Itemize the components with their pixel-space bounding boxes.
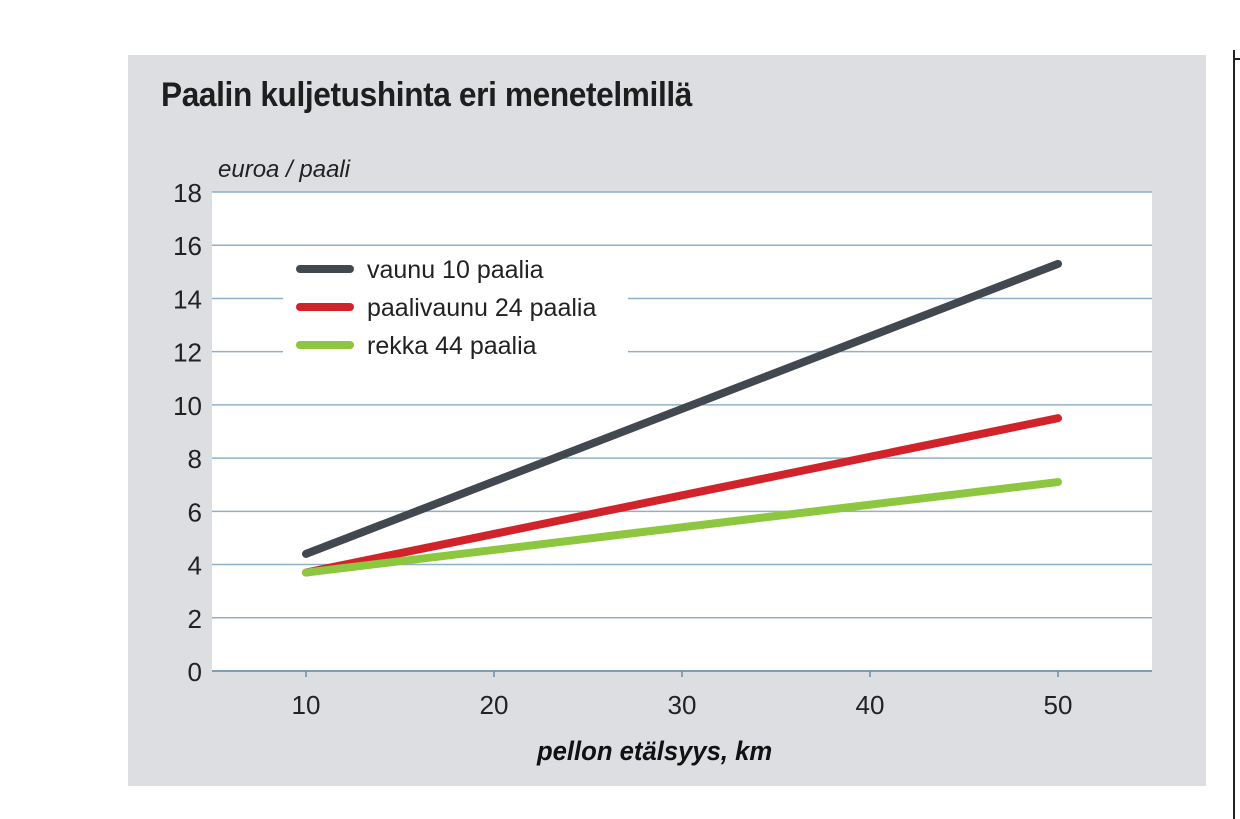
y-tick-label: 14 — [173, 284, 202, 314]
x-axis-label: pellon etälsyys, km — [537, 736, 773, 766]
y-tick-label: 12 — [173, 338, 202, 368]
series-line-3 — [302, 478, 1062, 577]
y-tick-label: 18 — [173, 178, 202, 208]
page-border-line — [1233, 50, 1235, 819]
series-line-2 — [302, 414, 1062, 577]
x-tick-label: 50 — [1044, 690, 1073, 720]
y-tick-label: 6 — [188, 497, 202, 527]
y-tick-label: 8 — [188, 444, 202, 474]
series-line-1 — [302, 259, 1062, 558]
y-axis-label: euroa / paali — [218, 156, 351, 183]
legend-label-1: vaunu 10 paalia — [367, 256, 544, 284]
y-tick-label: 16 — [173, 231, 202, 261]
y-tick-label: 10 — [173, 391, 202, 421]
chart-title: Paalin kuljetushinta eri menetelmillä — [161, 76, 692, 114]
x-tick-label: 30 — [668, 690, 697, 720]
y-tick-label: 4 — [188, 551, 202, 581]
page-border-tick — [1233, 58, 1240, 60]
x-tick-label: 20 — [480, 690, 509, 720]
x-tick-label: 10 — [292, 690, 321, 720]
y-tick-label: 2 — [188, 604, 202, 634]
legend-label-2: paalivaunu 24 paalia — [367, 294, 596, 322]
y-tick-label: 0 — [188, 657, 202, 687]
x-tick-label: 40 — [856, 690, 885, 720]
legend-label-3: rekka 44 paalia — [367, 332, 537, 360]
